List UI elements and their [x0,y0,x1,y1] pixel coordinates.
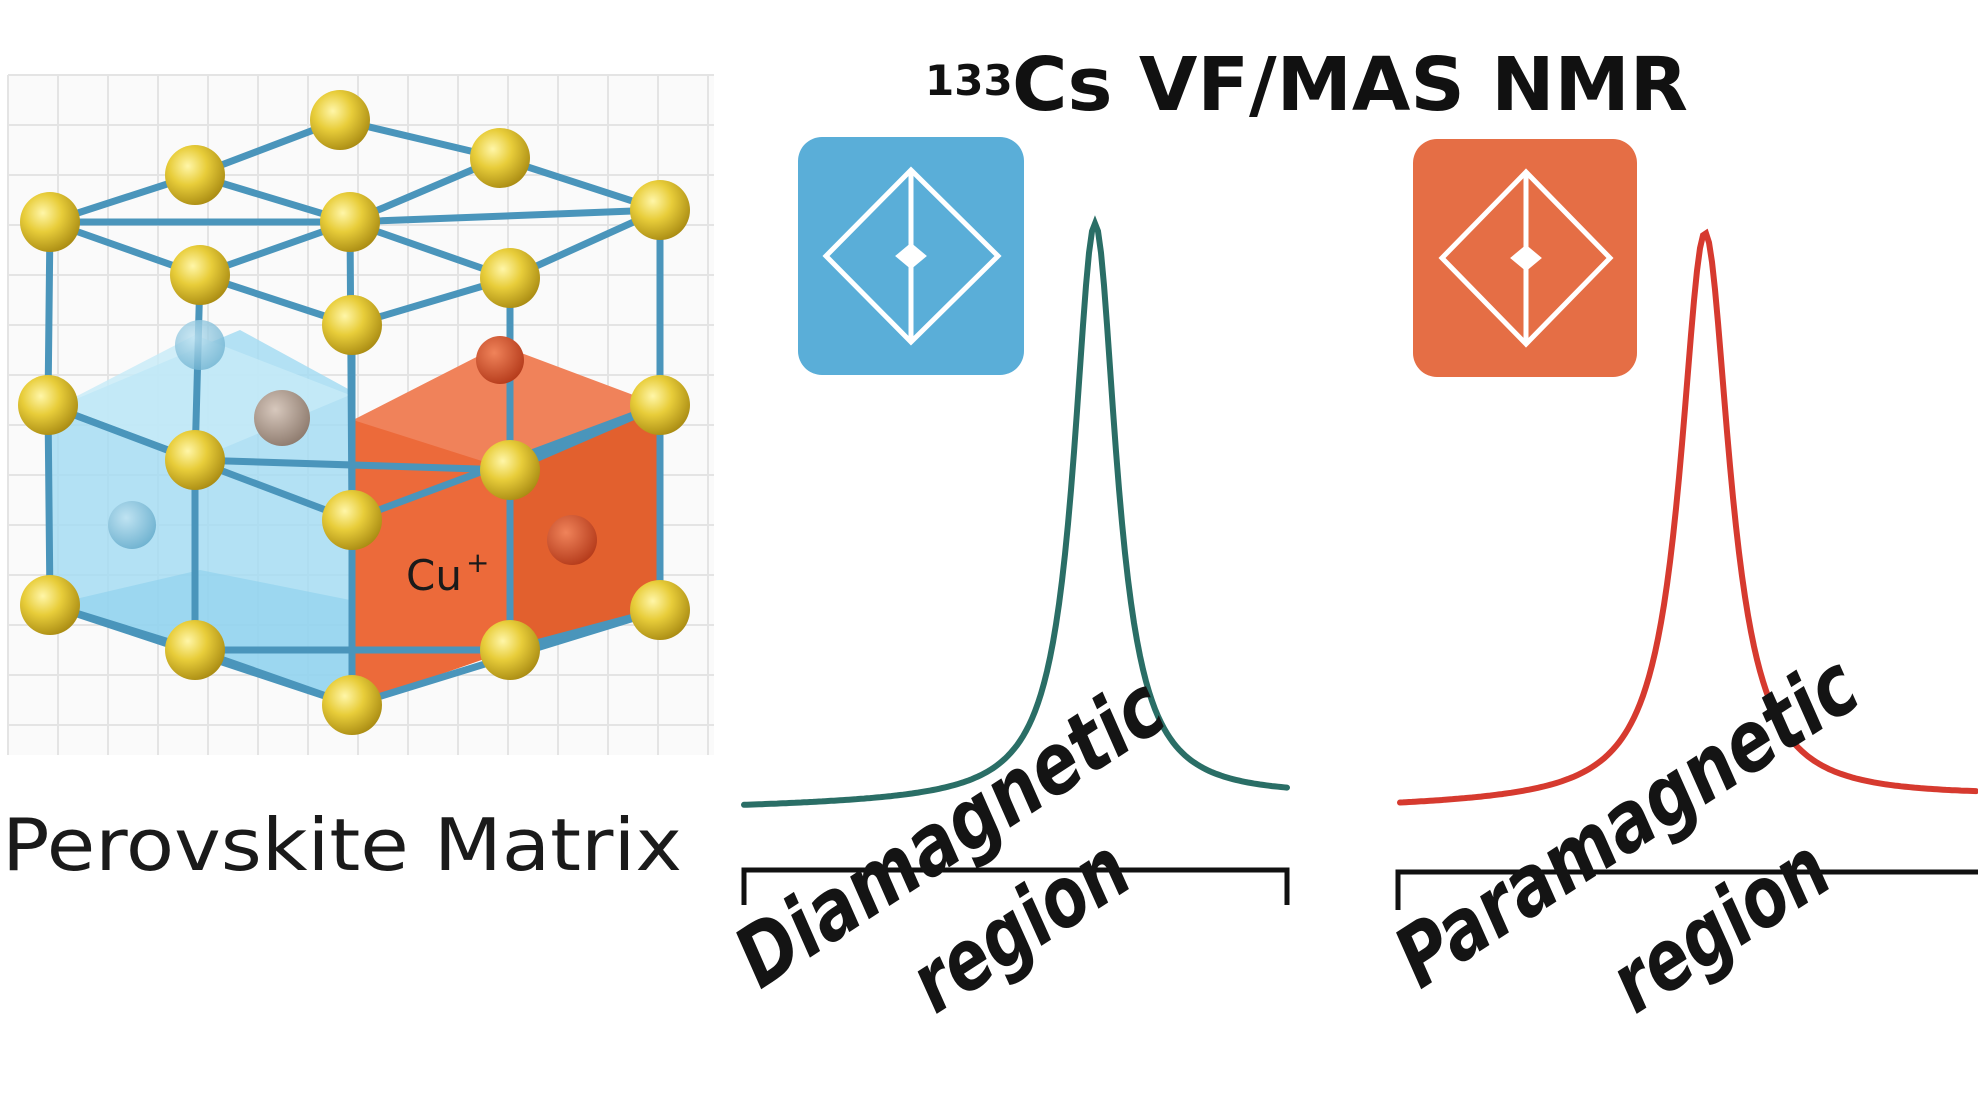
halide-anion-node [322,675,382,735]
paramagnetic-region-bracket [1395,869,1978,910]
diamond-probe-icon [822,166,1002,346]
cu-cation-ion [476,336,524,384]
cs-cation-ion [108,501,156,549]
cu-cation-ion [547,515,597,565]
halide-anion-node [165,145,225,205]
lattice-rod [346,206,664,226]
lattice-rod [44,401,54,609]
diamond-probe-icon [1438,168,1614,348]
halide-anion-node [165,430,225,490]
diamagnetic-peak-curve [741,215,1290,808]
diamagnetic-region-bracket [741,867,1290,905]
lattice-nodes [18,90,690,735]
halide-anion-node [322,295,382,355]
halide-anion-node [170,245,230,305]
halide-anion-node [480,440,540,500]
paramagnetic-panel: Paramagnetic region [1378,139,1978,1032]
halide-anion-node [470,128,530,188]
halide-anion-node [480,620,540,680]
cs-cation-ion [175,320,225,370]
dopant-charge: + [466,546,489,579]
halide-anion-node [630,580,690,640]
lattice-rod [191,456,514,474]
halide-anion-node [630,375,690,435]
dopant-label: Cu [406,551,462,600]
title-isotope-mass: 133 [925,56,1013,105]
halide-anion-node [18,375,78,435]
figure-title: 133 Cs VF/MAS NMR [925,42,1688,128]
halide-anion-node [310,90,370,150]
halide-anion-node [20,575,80,635]
halide-anion-node [480,248,540,308]
halide-anion-node [320,192,380,252]
halide-anion-node [630,180,690,240]
cs-cation-ion [254,390,310,446]
halide-anion-node [322,490,382,550]
title-text: Cs VF/MAS NMR [1012,42,1688,128]
halide-anion-node [20,192,80,252]
lattice-rod [44,218,54,409]
paramagnetic-peak-curve [1397,228,1978,806]
diamagnetic-panel: Diamagnetic region [718,137,1290,1032]
halide-anion-node [165,620,225,680]
structure-caption: Perovskite Matrix [2,803,682,887]
perovskite-structure: Cu + Perovskite Matrix [2,74,714,887]
